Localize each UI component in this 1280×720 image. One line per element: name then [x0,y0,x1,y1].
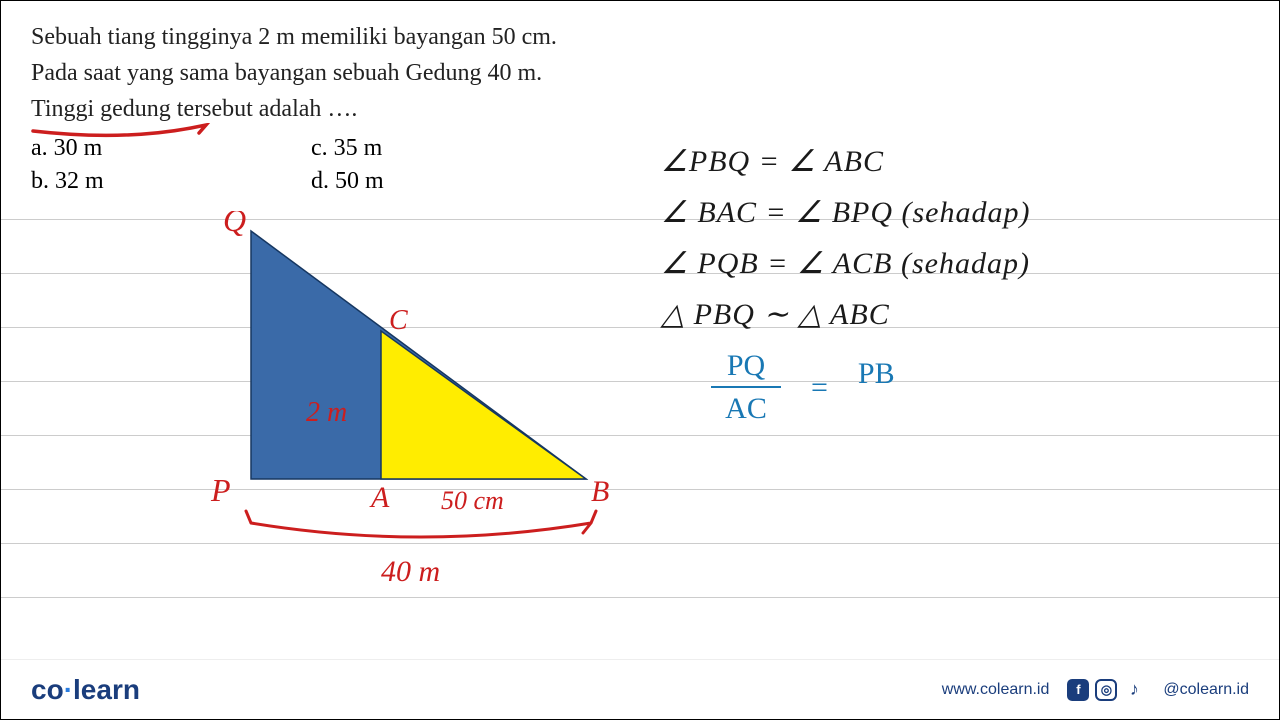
small-triangle [381,331,586,479]
q-line-3: Tinggi gedung tersebut adalah …. [31,91,1249,127]
q-line-2: Pada saat yang sama bayangan sebuah Gedu… [31,55,1249,91]
option-c: c. 35 m [311,135,561,162]
label-A: A [369,481,390,514]
red-underline [31,123,211,143]
instagram-icon: ◎ [1095,679,1117,701]
footer-handle: @colearn.id [1163,681,1249,699]
facebook-icon: f [1067,679,1089,701]
footer: co·learn www.colearn.id f ◎ ♪ @colearn.i… [1,659,1279,719]
frac-eq: = [811,362,828,413]
frac-bar-1 [711,386,781,388]
frac-num-1: PQ [727,349,765,382]
label-C: C [389,305,408,336]
option-d: d. 50 m [311,168,561,195]
hw-fraction: PQ AC = PB [711,349,895,425]
brace-40m [246,511,596,537]
option-b: b. 32 m [31,168,281,195]
label-Q: Q [223,211,246,238]
hw-line-1: ∠PBQ = ∠ ABC [661,136,1251,187]
frac-num-2: PB [858,348,895,399]
question-text: Sebuah tiang tingginya 2 m memiliki baya… [31,19,1249,127]
label-P: P [210,472,231,508]
label-B: B [591,475,609,508]
colearn-logo: co·learn [31,674,140,706]
q-line-1: Sebuah tiang tingginya 2 m memiliki baya… [31,19,1249,55]
hw-line-2: ∠ BAC = ∠ BPQ (sehadap) [661,187,1251,238]
hw-line-3: ∠ PQB = ∠ ACB (sehadap) [661,238,1251,289]
tiktok-icon: ♪ [1123,679,1145,701]
handwritten-work: ∠PBQ = ∠ ABC ∠ BAC = ∠ BPQ (sehadap) ∠ P… [661,136,1251,425]
logo-co: co [31,674,64,705]
social-icons: f ◎ ♪ [1067,679,1145,701]
logo-learn: learn [73,674,140,705]
label-40m: 40 m [381,555,440,588]
footer-url: www.colearn.id [942,681,1050,699]
logo-dot: · [64,674,73,705]
triangle-diagram: Q C P A B 2 m 50 cm 40 m [191,211,611,591]
frac-den-1: AC [725,392,767,425]
hw-line-4: △ PBQ ∼ △ ABC [661,289,1251,340]
label-2m: 2 m [306,397,347,428]
label-50cm: 50 cm [441,486,504,515]
